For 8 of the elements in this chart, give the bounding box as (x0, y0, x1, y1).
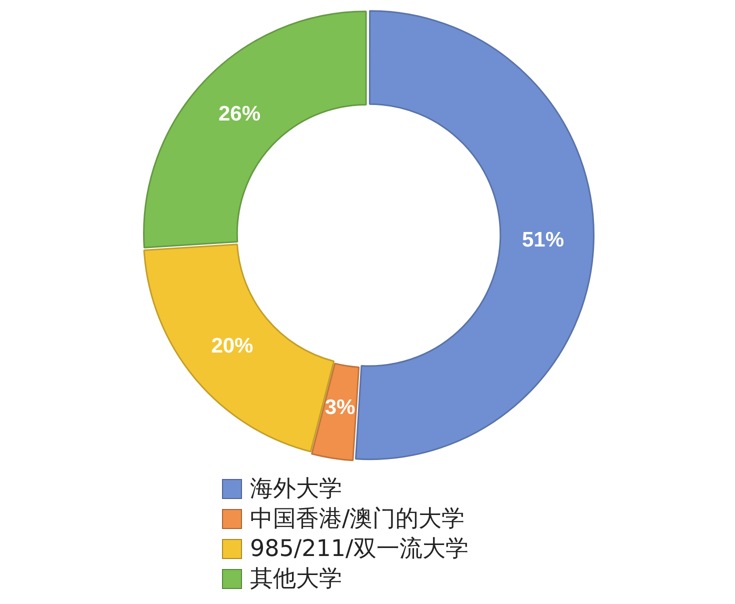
legend-label: 985/211/双一流大学 (250, 535, 468, 564)
legend-label: 其他大学 (250, 565, 342, 594)
data-label: 51% (522, 228, 564, 252)
legend-label: 中国香港/澳门的大学 (250, 505, 465, 534)
legend-label: 海外大学 (250, 475, 342, 504)
data-label: 3% (324, 396, 356, 420)
data-label: 20% (211, 334, 254, 358)
data-label: 26% (218, 102, 261, 126)
